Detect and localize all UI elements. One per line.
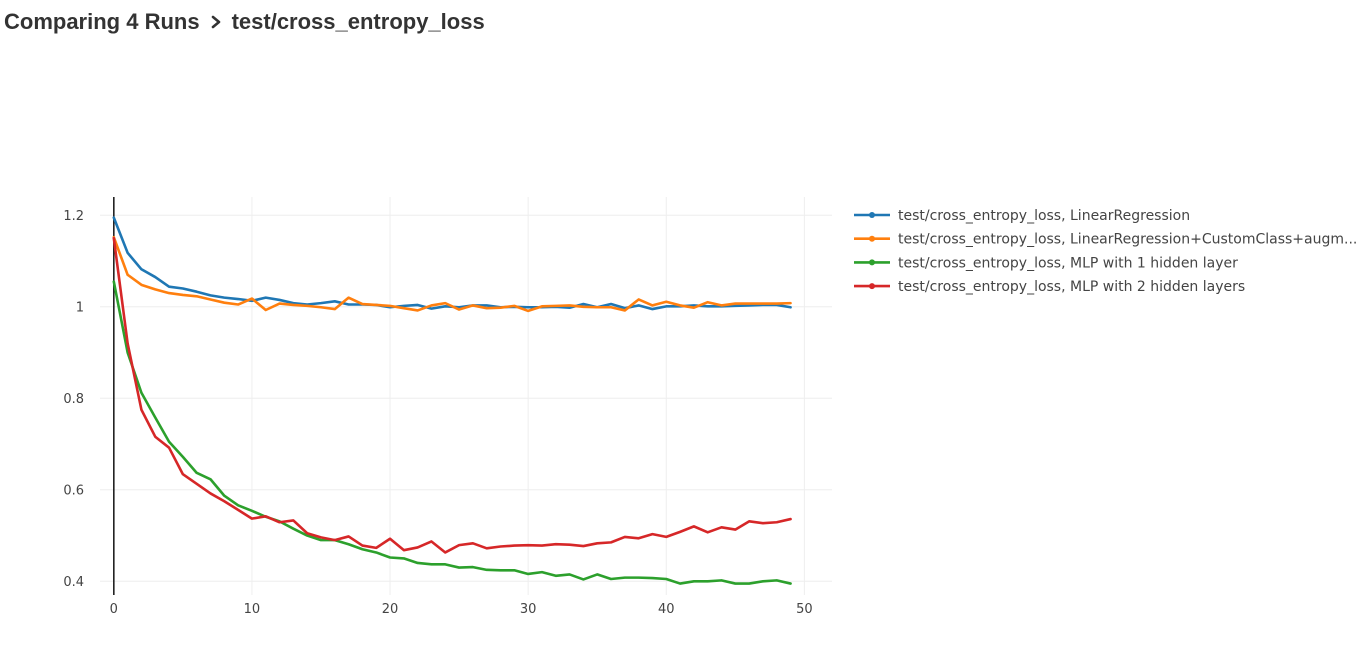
legend-label: test/cross_entropy_loss, LinearRegressio… xyxy=(898,232,1357,248)
series-line-0[interactable] xyxy=(112,216,792,311)
x-tick-label: 40 xyxy=(658,602,675,617)
legend-item[interactable]: test/cross_entropy_loss, MLP with 2 hidd… xyxy=(854,279,1245,295)
x-tick-label: 0 xyxy=(110,602,118,617)
x-tick-label: 30 xyxy=(520,602,537,617)
chart-gridlines xyxy=(100,197,832,595)
breadcrumb-current: test/cross_entropy_loss xyxy=(231,9,485,34)
y-tick-label: 1 xyxy=(76,300,84,315)
x-tick-label: 50 xyxy=(796,602,813,617)
legend-swatch-marker xyxy=(869,259,875,266)
legend-swatch-marker xyxy=(869,212,875,218)
series-line-2[interactable] xyxy=(112,280,792,585)
legend-item[interactable]: test/cross_entropy_loss, LinearRegressio… xyxy=(854,232,1357,248)
legend-label: test/cross_entropy_loss, LinearRegressio… xyxy=(898,208,1190,224)
chart-series xyxy=(112,216,792,585)
y-axis-tick-labels: 0.4 0.6 0.8 1 1.2 xyxy=(63,209,84,590)
chevron-right-icon xyxy=(210,11,224,33)
legend-swatch-marker xyxy=(869,235,875,242)
y-tick-label: 0.6 xyxy=(63,483,84,498)
legend-swatch-marker xyxy=(869,283,875,290)
x-tick-label: 10 xyxy=(244,602,261,617)
series-line-3[interactable] xyxy=(112,236,792,554)
x-tick-label: 20 xyxy=(382,602,399,617)
x-axis-tick-labels: 0 10 20 30 40 50 xyxy=(110,602,813,617)
y-tick-label: 0.8 xyxy=(63,392,84,407)
legend-label: test/cross_entropy_loss, MLP with 2 hidd… xyxy=(898,279,1245,295)
legend-item[interactable]: test/cross_entropy_loss, MLP with 1 hidd… xyxy=(854,255,1238,271)
breadcrumb-parent-link[interactable]: Comparing 4 Runs xyxy=(4,9,200,34)
y-tick-label: 1.2 xyxy=(63,209,84,224)
series-line-1[interactable] xyxy=(112,235,792,313)
chart-legend: test/cross_entropy_loss, LinearRegressio… xyxy=(854,208,1357,295)
legend-item[interactable]: test/cross_entropy_loss, LinearRegressio… xyxy=(854,208,1190,224)
legend-label: test/cross_entropy_loss, MLP with 1 hidd… xyxy=(898,255,1238,271)
breadcrumb: Comparing 4 Runs test/cross_entropy_loss xyxy=(4,9,485,35)
y-tick-label: 0.4 xyxy=(63,575,84,590)
